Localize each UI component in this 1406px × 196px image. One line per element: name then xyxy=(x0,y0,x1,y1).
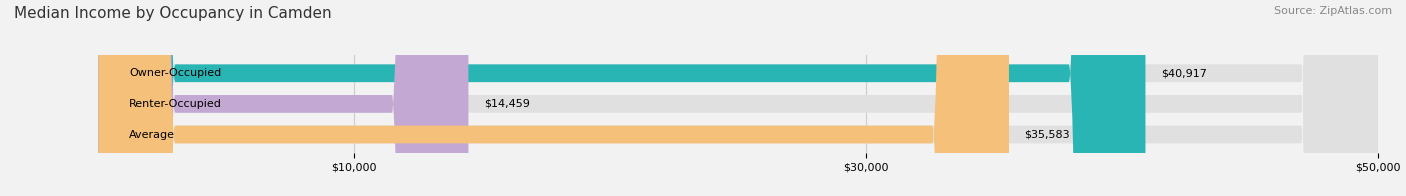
FancyBboxPatch shape xyxy=(98,0,1378,196)
Text: Owner-Occupied: Owner-Occupied xyxy=(129,68,221,78)
FancyBboxPatch shape xyxy=(98,0,1378,196)
FancyBboxPatch shape xyxy=(98,0,1378,196)
FancyBboxPatch shape xyxy=(98,0,468,196)
Text: $40,917: $40,917 xyxy=(1161,68,1206,78)
FancyBboxPatch shape xyxy=(98,0,1010,196)
Text: $35,583: $35,583 xyxy=(1025,130,1070,140)
Text: $14,459: $14,459 xyxy=(484,99,530,109)
Text: Average: Average xyxy=(129,130,176,140)
Text: Renter-Occupied: Renter-Occupied xyxy=(129,99,222,109)
Text: Median Income by Occupancy in Camden: Median Income by Occupancy in Camden xyxy=(14,6,332,21)
Text: Source: ZipAtlas.com: Source: ZipAtlas.com xyxy=(1274,6,1392,16)
FancyBboxPatch shape xyxy=(98,0,1146,196)
